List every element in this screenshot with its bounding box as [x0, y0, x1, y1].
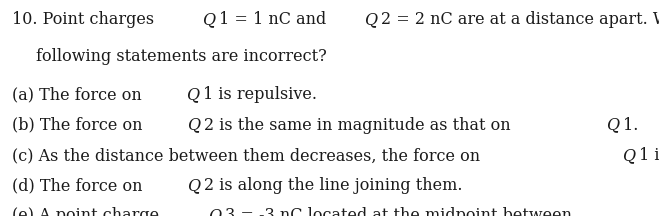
- Text: (a) The force on: (a) The force on: [12, 86, 147, 103]
- Text: (d) The force on: (d) The force on: [12, 177, 148, 194]
- Text: 2 is the same in magnitude as that on: 2 is the same in magnitude as that on: [204, 117, 515, 134]
- Text: (c) As the distance between them decreases, the force on: (c) As the distance between them decreas…: [12, 147, 485, 164]
- Text: 2 = 2 nC are at a distance apart. Which of the: 2 = 2 nC are at a distance apart. Which …: [381, 11, 659, 28]
- Text: 3 = -3 nC located at the midpoint between: 3 = -3 nC located at the midpoint betwee…: [225, 207, 577, 216]
- Text: Q: Q: [202, 11, 215, 28]
- Text: (e) A point charge: (e) A point charge: [12, 207, 164, 216]
- Text: Q: Q: [623, 147, 636, 164]
- Text: following statements are incorrect?: following statements are incorrect?: [36, 48, 327, 65]
- Text: 2 is along the line joining them.: 2 is along the line joining them.: [204, 177, 463, 194]
- Text: 1 is repulsive.: 1 is repulsive.: [203, 86, 317, 103]
- Text: Q: Q: [364, 11, 377, 28]
- Text: 1.: 1.: [623, 117, 639, 134]
- Text: Q: Q: [208, 207, 221, 216]
- Text: Q: Q: [606, 117, 619, 134]
- Text: 10. Point charges: 10. Point charges: [12, 11, 159, 28]
- Text: Q: Q: [186, 86, 199, 103]
- Text: Q: Q: [187, 117, 200, 134]
- Text: 1 = 1 nC and: 1 = 1 nC and: [219, 11, 331, 28]
- Text: Q: Q: [187, 177, 200, 194]
- Text: (b) The force on: (b) The force on: [12, 117, 148, 134]
- Text: 1 increases linearly.: 1 increases linearly.: [639, 147, 659, 164]
